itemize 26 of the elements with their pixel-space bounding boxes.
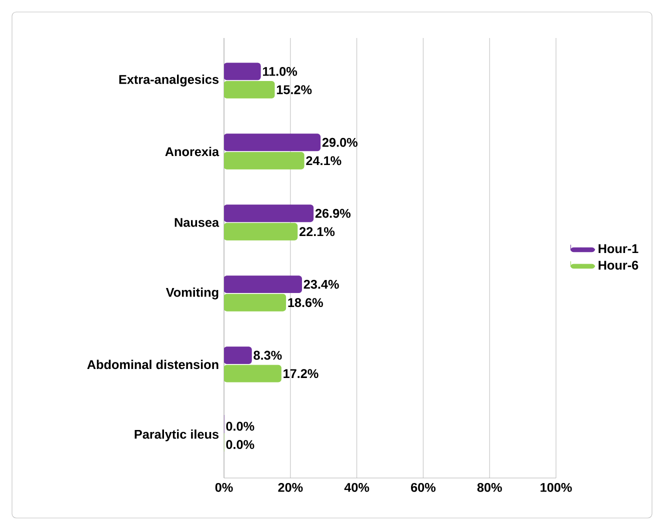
- y-tick-label: Anorexia: [165, 146, 220, 156]
- x-tick-label: 80%: [477, 482, 502, 492]
- y-tick-label: Vomiting: [166, 288, 218, 300]
- x-tick-label: 20%: [278, 482, 303, 492]
- y-tick-label: Extra-analgesics: [119, 74, 219, 87]
- data-label: 15.2%: [276, 85, 312, 94]
- x-tick-label: 60%: [411, 482, 436, 492]
- data-label: 0.0%: [226, 440, 254, 450]
- data-label: 24.1%: [306, 156, 342, 166]
- data-label: 18.6%: [288, 298, 323, 308]
- data-label: 11.0%: [263, 66, 298, 76]
- data-label: 23.4%: [304, 280, 339, 289]
- x-tick-label: 100%: [540, 482, 572, 492]
- y-tick-label: Nausea: [174, 218, 220, 227]
- data-label: 0.0%: [226, 422, 254, 431]
- data-label: 29.0%: [322, 138, 358, 147]
- x-tick-label: 0%: [215, 482, 233, 492]
- data-label: 17.2%: [284, 369, 318, 378]
- data-label: 26.9%: [315, 208, 351, 218]
- legend-label: Hour-1: [598, 244, 638, 254]
- y-tick-label: Abdominal distension: [87, 360, 218, 370]
- data-label: 8.3%: [254, 350, 282, 360]
- data-label: 22.1%: [300, 227, 335, 236]
- y-tick-label: Paralytic ileus: [134, 430, 219, 442]
- legend-label: Hour-6: [598, 260, 638, 270]
- x-tick-label: 40%: [344, 482, 370, 492]
